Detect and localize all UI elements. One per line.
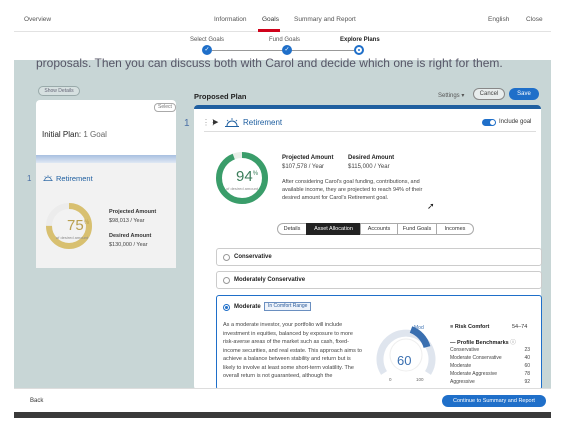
tab-incomes[interactable]: Incomes xyxy=(436,223,474,235)
proposed-percent-caption: of desired amount xyxy=(226,186,259,191)
radio-conservative[interactable] xyxy=(223,254,230,261)
bottom-bar: Back Continue to Summary and Report xyxy=(14,388,551,412)
overview-link[interactable]: Overview xyxy=(24,16,52,23)
left-percent-gauge xyxy=(46,203,92,249)
tab-goals[interactable]: Goals xyxy=(262,16,279,23)
benchmark-row: Moderate Aggressive 78 xyxy=(450,371,530,377)
step-complete-check-icon[interactable]: ✓ xyxy=(282,45,292,55)
left-projected-label: Projected Amount xyxy=(109,209,157,215)
benchmark-row: Conservative 23 xyxy=(450,347,530,353)
risk-comfort-label: ■ Risk Comfort xyxy=(450,324,490,330)
option-conservative[interactable]: Conservative xyxy=(216,248,542,266)
info-icon[interactable]: ⓘ xyxy=(510,340,516,346)
expand-caret-icon[interactable]: ▶ xyxy=(213,119,219,126)
option-moderately-conservative-label: Moderately Conservative xyxy=(234,277,306,283)
profile-benchmarks-label: — Profile Benchmarks ⓘ xyxy=(450,340,516,346)
radio-moderately-conservative[interactable] xyxy=(223,277,230,284)
include-goal-toggle[interactable] xyxy=(482,119,496,126)
goal-name[interactable]: Retirement xyxy=(56,174,93,183)
projected-amount-label: Projected Amount xyxy=(282,155,334,161)
step-current-icon[interactable] xyxy=(354,45,364,55)
tab-summary-and-report[interactable]: Summary and Report xyxy=(294,16,356,23)
initial-plan-card: Select Initial Plan: 1 Goal xyxy=(36,100,176,268)
back-button[interactable]: Back xyxy=(30,398,44,404)
initial-plan-title: Initial Plan: 1 Goal xyxy=(42,130,107,139)
left-projected-value: $98,013 / Year xyxy=(109,218,145,224)
sunrise-icon xyxy=(43,175,53,181)
step-select-goals-label: Select Goals xyxy=(190,37,225,43)
desired-amount-label: Desired Amount xyxy=(348,155,395,161)
card-divider-strip xyxy=(36,155,176,163)
step-explore-plans-label: Explore Plans xyxy=(340,37,380,43)
tab-information[interactable]: Information xyxy=(214,16,247,23)
initial-plan-label: Initial Plan: xyxy=(42,130,82,139)
close-link[interactable]: Close xyxy=(526,16,543,23)
risk-gauge-value: 60 xyxy=(397,353,412,368)
benchmark-row: Moderate 60 xyxy=(450,363,530,369)
option-moderate-label: Moderate xyxy=(234,304,261,310)
settings-dropdown[interactable]: Settings ▾ xyxy=(438,93,465,99)
taskbar xyxy=(14,412,551,418)
header-divider xyxy=(204,131,536,132)
detail-tabs: Details Asset Allocation Accounts Fund G… xyxy=(277,223,474,235)
language-selector[interactable]: English xyxy=(488,16,510,23)
tab-details[interactable]: Details xyxy=(277,223,307,235)
left-desired-label: Desired Amount xyxy=(109,233,152,239)
cancel-button[interactable]: Cancel xyxy=(473,88,505,100)
sunrise-icon xyxy=(225,118,239,127)
comfort-range-badge: In Comfort Range xyxy=(264,302,312,311)
intro-text: proposals. Then you can discuss both wit… xyxy=(36,56,503,70)
top-nav: Overview Information Goals Summary and R… xyxy=(14,8,551,32)
step-fund-goals-label: Fund Goals xyxy=(269,37,301,43)
proposed-plan-title: Proposed Plan xyxy=(194,92,247,101)
save-button[interactable]: Save xyxy=(509,88,539,100)
left-percent-value: 75% xyxy=(67,217,90,234)
proposed-goal-index: 1 xyxy=(184,118,190,129)
projected-amount-value: $107,578 / Year xyxy=(282,164,325,170)
mouse-cursor-icon: ➚ xyxy=(427,201,435,211)
tab-fund-goals[interactable]: Fund Goals xyxy=(397,223,437,235)
proposed-percent-value: 94% xyxy=(236,168,259,185)
active-tab-indicator xyxy=(258,29,280,32)
risk-gauge-tag: Mod xyxy=(414,325,424,331)
progress-stepper: Select Goals Fund Goals Explore Plans ✓ … xyxy=(14,32,551,60)
goal-index: 1 xyxy=(27,174,32,183)
risk-comfort-value: 54–74 xyxy=(512,324,528,330)
proposed-goal-name[interactable]: Retirement xyxy=(243,118,283,127)
risk-gauge-max: 100 xyxy=(416,377,424,382)
drag-handle-icon[interactable]: ⋮⋮ xyxy=(202,118,217,127)
risk-gauge-min: 0 xyxy=(389,377,392,382)
goal-row xyxy=(36,163,176,268)
radio-moderate[interactable] xyxy=(223,304,230,311)
moderate-description: As a moderate investor, your portfolio w… xyxy=(223,322,362,379)
continue-to-summary-button[interactable]: Continue to Summary and Report xyxy=(442,395,546,407)
app-window: Overview Information Goals Summary and R… xyxy=(14,8,551,412)
step-complete-check-icon[interactable]: ✓ xyxy=(202,45,212,55)
benchmark-row: Moderate Conservative 40 xyxy=(450,355,530,361)
risk-gauge xyxy=(376,326,436,375)
show-details-button[interactable]: Show Details xyxy=(38,86,80,96)
projection-description: After considering Carol's goal funding, … xyxy=(282,179,423,201)
include-goal-label: Include goal xyxy=(499,119,532,125)
select-button[interactable]: Select xyxy=(154,103,176,112)
benchmark-row: Aggressive 92 xyxy=(450,379,530,385)
proposed-percent-gauge xyxy=(216,152,268,204)
left-percent-caption: of desired amount xyxy=(56,235,89,240)
tab-asset-allocation[interactable]: Asset Allocation xyxy=(306,223,361,235)
desired-amount-value: $115,000 / Year xyxy=(348,164,390,170)
option-moderately-conservative[interactable]: Moderately Conservative xyxy=(216,271,542,289)
option-conservative-label: Conservative xyxy=(234,254,272,260)
left-desired-value: $130,000 / Year xyxy=(109,242,148,248)
initial-plan-count: 1 Goal xyxy=(83,130,107,139)
tab-accounts[interactable]: Accounts xyxy=(360,223,398,235)
